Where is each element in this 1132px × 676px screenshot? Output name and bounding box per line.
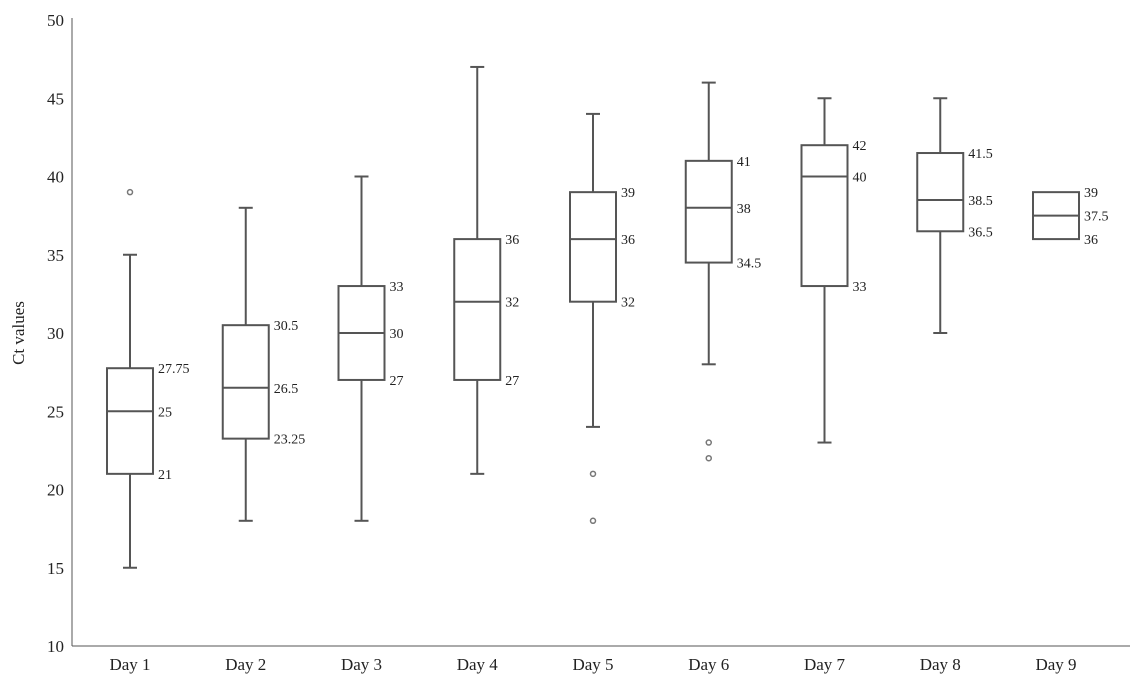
q3-label: 42	[853, 139, 867, 154]
y-tick-label: 50	[47, 11, 64, 30]
x-tick-label: Day 7	[804, 655, 846, 674]
iqr-box	[916, 152, 965, 233]
y-tick-label: 25	[47, 402, 64, 421]
median-label: 38	[737, 202, 751, 217]
q3-label: 30.5	[274, 319, 299, 334]
box-group: 41.5 38.5 36.5	[916, 97, 993, 334]
median-label: 37.5	[1084, 210, 1109, 225]
outlier-point	[705, 439, 712, 446]
q3-label: 41	[737, 155, 751, 170]
iqr-box	[684, 159, 733, 264]
q1-label: 21	[158, 468, 172, 483]
q3-label: 39	[621, 186, 635, 201]
axes	[71, 18, 1130, 647]
y-tick-label: 40	[47, 168, 64, 187]
q1-label: 27	[390, 374, 404, 389]
x-tick-label: Day 5	[572, 655, 613, 674]
y-tick-label: 35	[47, 246, 64, 265]
y-axis-title: Ct values	[9, 301, 28, 365]
x-tick-label: Day 3	[341, 655, 382, 674]
box-group: 30.5 26.5 23.25	[221, 206, 306, 522]
box-group: 39 37.5 36	[1032, 186, 1109, 248]
median-label: 26.5	[274, 382, 299, 397]
y-tick-label: 20	[47, 481, 64, 500]
median-label: 36	[621, 233, 635, 248]
box-group: 27.75 25 21	[106, 188, 190, 569]
y-tick-label: 10	[47, 637, 64, 656]
x-tick-label: Day 8	[920, 655, 961, 674]
outlier-point	[705, 454, 712, 462]
q3-label: 39	[1084, 186, 1098, 201]
x-tick-label: Day 9	[1035, 655, 1076, 674]
y-tick-label: 30	[47, 324, 64, 343]
box-group: 33 30 27	[337, 175, 404, 522]
outlier-point	[589, 470, 597, 478]
q3-label: 36	[505, 233, 519, 248]
q3-label: 33	[390, 280, 404, 295]
iqr-box	[569, 191, 617, 303]
x-tick-label: Day 2	[225, 655, 266, 674]
iqr-box	[221, 324, 270, 440]
x-tick-label: Day 1	[109, 655, 150, 674]
box-group: 36 32 27	[453, 65, 519, 475]
median-label: 40	[853, 171, 867, 186]
boxes: 27.75 25 21 30.5 26.5 23.25 33 30 27 36 32 27 39 36 32…	[106, 65, 1109, 569]
q1-label: 23.25	[274, 433, 306, 448]
x-tick-label: Day 4	[457, 655, 499, 674]
median-label: 32	[505, 296, 519, 311]
box-group: 39 36 32	[569, 112, 635, 525]
q1-label: 33	[853, 280, 867, 295]
y-tick-label: 45	[47, 89, 64, 108]
q1-label: 36	[1084, 233, 1098, 248]
x-tick-label: Day 6	[688, 655, 729, 674]
outlier-point	[589, 517, 597, 525]
median-label: 30	[390, 327, 404, 342]
q1-label: 34.5	[737, 257, 762, 272]
median-label: 38.5	[968, 194, 993, 209]
y-axis-ticks: 10 15 20 25 30 35 40 45 50	[47, 11, 64, 656]
q3-label: 41.5	[968, 147, 993, 162]
q1-label: 27	[505, 374, 519, 389]
q1-label: 36.5	[968, 225, 993, 240]
q1-label: 32	[621, 296, 635, 311]
box-group: 41 38 34.5	[684, 81, 762, 462]
iqr-box	[800, 144, 849, 288]
iqr-box	[453, 238, 502, 381]
y-tick-label: 15	[47, 559, 64, 578]
q3-label: 27.75	[158, 362, 190, 377]
x-axis-ticks: Day 1 Day 2 Day 3 Day 4 Day 5 Day 6 Day 7 Day 8…	[109, 655, 1076, 674]
iqr-box	[106, 367, 154, 475]
outlier-point	[126, 188, 134, 196]
box-group: 42 40 33	[800, 97, 867, 444]
median-label: 25	[158, 405, 172, 420]
